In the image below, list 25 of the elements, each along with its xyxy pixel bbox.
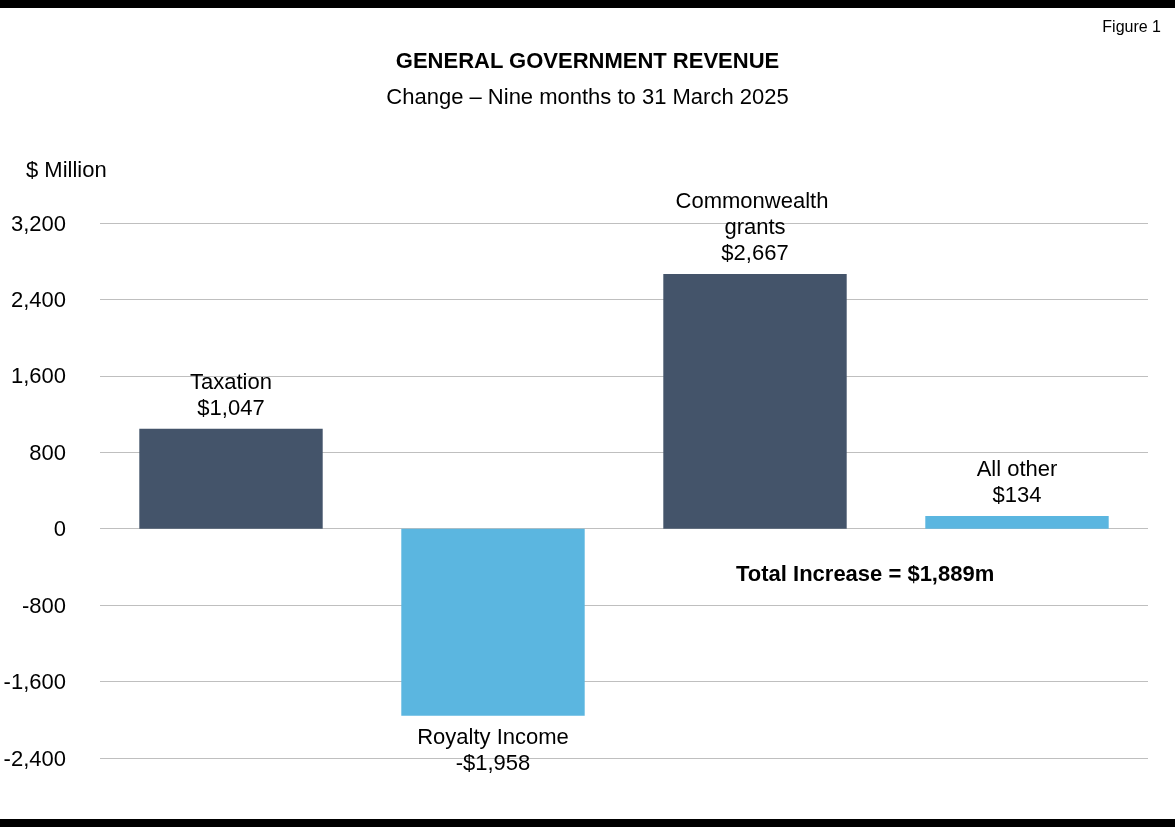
y-tick-label: -800 [21,592,66,618]
bar [139,428,323,529]
chart-subtitle: Change – Nine months to 31 March 2025 [386,83,789,109]
y-tick-label: -1,600 [3,669,66,695]
y-axis-title: $ Million [26,156,107,182]
y-tick-label: 3,200 [10,210,66,236]
x-tick-label: Taxation [190,369,272,395]
data-label: $134 [992,482,1042,508]
x-tick-label: All other [976,456,1058,482]
caption: Figure 1 [1102,17,1162,35]
annotation: Total Increase = $1,889m [736,560,995,586]
x-tick-label: Commonwealth grants [675,188,835,240]
x-tick-label: Royalty Income [417,724,569,750]
y-tick-label: -2,400 [3,745,66,771]
y-tick-label: 2,400 [10,286,66,312]
y-tick-label: 1,600 [10,363,66,389]
bar [401,528,585,716]
data-label: -$1,958 [455,750,531,776]
y-tick-label: 800 [29,439,66,465]
data-label: $2,667 [721,240,789,266]
chart-title: GENERAL GOVERNMENT REVENUE [395,47,780,73]
bar [663,273,847,529]
y-tick-label: 0 [53,516,66,542]
bar [925,515,1109,529]
data-label: $1,047 [197,395,265,421]
